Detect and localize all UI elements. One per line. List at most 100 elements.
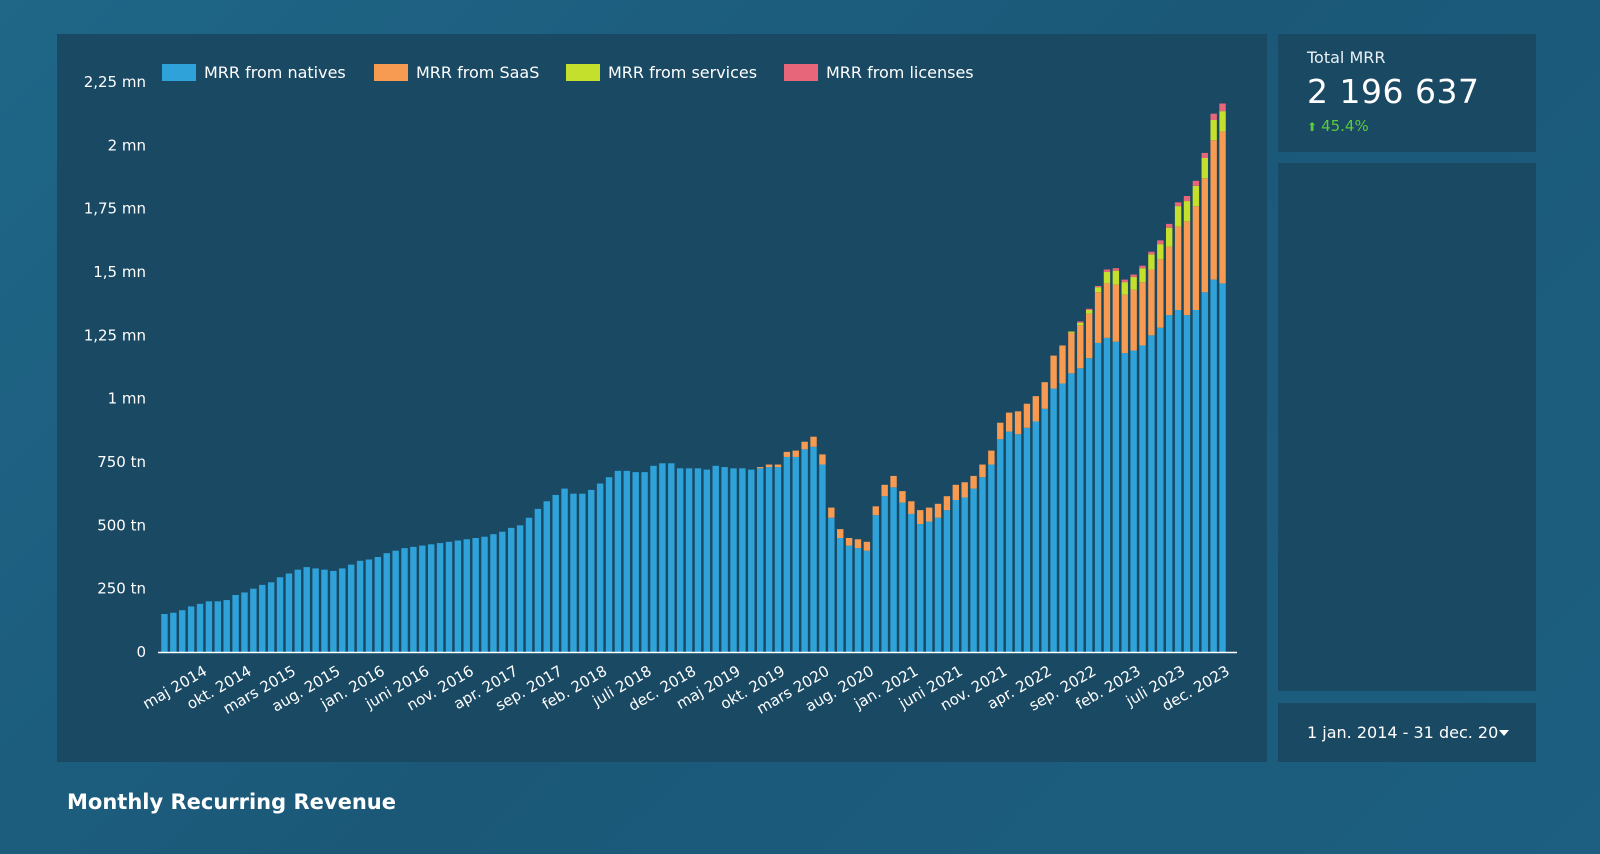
bar-segment [1219,111,1226,132]
bar-segment [988,464,995,652]
bar-segment [1166,246,1173,316]
bar-segment [943,510,951,652]
y-tick-label: 1,5 mn [93,263,146,281]
bar-segment [339,568,346,652]
bar-segment [392,550,399,652]
bar-segment [330,570,337,652]
bar-segment [1166,227,1173,247]
bar-segment [837,538,844,652]
bar-segment [1148,251,1155,255]
bar-segment [1201,292,1208,652]
total-mrr-change: ⬆ 45.4% [1307,117,1369,135]
legend-label: MRR from SaaS [416,63,539,82]
bar-segment [1050,388,1057,652]
bar-segment [1157,244,1164,260]
bar-segment [1085,308,1093,310]
bar-segment [214,601,221,652]
bar-segment [170,612,177,652]
bar-segment [1130,289,1137,351]
bar-segment [908,501,915,514]
bar-segment [765,467,773,652]
bar-segment [1121,294,1128,354]
bar-segment [1094,287,1102,293]
bar-segment [579,493,586,652]
bar-segment [1112,284,1120,342]
caret-down-icon[interactable] [1499,730,1509,736]
bar-segment [1157,327,1164,652]
bar-segment [1085,310,1093,314]
bar-segment [712,465,719,652]
bar-segment [1210,120,1217,141]
bar-segment [979,477,986,652]
bar-segment [294,569,302,652]
bar-segment [1068,332,1075,374]
bar-segment [1130,277,1137,290]
bar-segment [161,614,168,652]
legend-label: MRR from natives [204,63,346,82]
bar-segment [1014,411,1022,435]
bar-segment [801,441,808,450]
bar-segment [525,517,533,652]
bar-segment [819,464,826,652]
bar-segment [321,569,328,652]
bar-segment [890,487,897,652]
bar-segment [659,463,666,652]
total-mrr-value: 2 196 637 [1307,72,1480,111]
bar-segment [1068,373,1075,652]
bar-segment [1210,113,1217,120]
bar-segment [1183,221,1191,316]
bar-segment [1148,335,1155,652]
bar-segment [650,465,657,652]
legend-swatch [374,64,408,81]
bar-segment [303,567,310,652]
bar-segment [1166,223,1173,228]
bar-segment [1068,331,1075,333]
bar-segment [1077,368,1084,652]
bar-segment [454,540,462,652]
y-tick-label: 1,75 mn [84,200,146,218]
bar-segment [881,496,888,652]
bar-segment [534,508,542,652]
bar-segment [472,538,479,652]
bar-segment [774,467,782,652]
bar-segment [783,451,791,457]
bar-segment [1210,140,1217,280]
bar-segment [1183,196,1191,202]
bar-segment [783,456,791,652]
bar-segment [588,489,595,652]
bar-segment [259,584,266,652]
bar-segment [1130,274,1137,278]
bar-segment [232,595,239,652]
bar-segment [1192,206,1200,310]
bar-segment [1094,292,1102,343]
bar-segment [952,500,959,652]
bar-segment [196,603,204,652]
bar-segment [792,456,799,652]
bar-segment [1023,427,1031,652]
bar-segment [552,494,559,652]
bar-segment [1192,185,1200,207]
bar-segment [828,507,835,518]
y-tick-label: 1 mn [108,390,146,408]
bar-segment [596,483,604,652]
bar-segment [952,484,959,500]
bar-segment [1157,240,1164,245]
bar-segment [410,546,417,652]
bar-segment [383,553,390,652]
bar-segment [570,493,577,652]
bar-segment [1041,382,1048,409]
y-tick-label: 2,25 mn [84,73,146,91]
bar-segment [899,502,906,652]
bar-segment [356,560,364,652]
bar-segment [250,588,257,652]
bar-segment [1174,202,1182,207]
bar-segment [1148,269,1155,336]
date-range-selector[interactable]: 1 jan. 2014 - 31 dec. 20 [1278,703,1536,762]
bar-segment [828,517,835,652]
bar-segment [1148,254,1155,270]
bar-segment [499,531,506,652]
bar-segment [676,468,684,652]
bar-segment [187,606,195,652]
bar-segment [819,454,826,465]
y-tick-label: 0 [136,643,146,661]
